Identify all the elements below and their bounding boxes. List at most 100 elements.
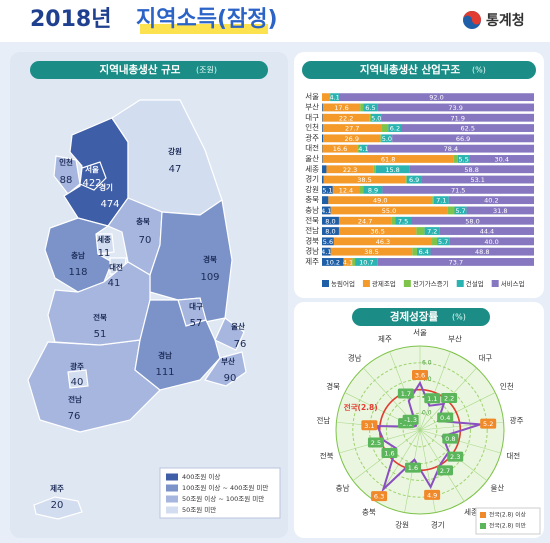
radar-category: 인천: [500, 381, 514, 391]
radar-value-label: 2.2: [444, 395, 454, 403]
radar-value-label: 1.6: [408, 464, 418, 472]
bar-segment: [447, 206, 455, 215]
region-value: 111: [155, 367, 174, 378]
bar-value-label: 58.8: [464, 166, 478, 174]
map-region: [134, 299, 221, 391]
bar-value-label: 71.9: [451, 114, 465, 122]
region-name: 경남: [158, 350, 172, 360]
bar-segment: [377, 258, 534, 266]
bar-value-label: 5.1: [322, 186, 332, 194]
bar-value-label: 17.6: [334, 104, 348, 112]
bar-segment: [449, 237, 534, 246]
radar-category: 전북: [320, 451, 334, 461]
bar-segment: [369, 113, 371, 122]
bar-value-label: 36.5: [370, 228, 384, 236]
legend-label: 400조원 이상: [182, 472, 220, 481]
bar-segment: [322, 175, 324, 184]
radar-spoke: [419, 429, 501, 454]
bar-category: 서울: [305, 92, 319, 101]
region-name: 대구: [189, 301, 203, 311]
bar-value-label: 31.8: [493, 207, 507, 215]
radar-value-label: 2.5: [371, 439, 381, 447]
bar-segment: [322, 113, 323, 122]
region-name: 부산: [221, 356, 235, 366]
bar-segment: [437, 237, 450, 246]
radar-legend-label: 전국(2.8) 이상: [489, 511, 527, 519]
radar-value-label: -1.3: [404, 416, 417, 424]
bar-segment: [333, 237, 433, 246]
bar-segment: [332, 185, 360, 194]
bar-value-label: 5.5: [459, 155, 469, 163]
bar-segment: [373, 165, 376, 174]
bar-segment: [322, 103, 361, 112]
radar-value-label: 1.1: [427, 395, 437, 403]
header-bar: [0, 0, 550, 42]
bar-value-label: 10.2: [326, 258, 340, 266]
radar-value-box: [381, 448, 398, 459]
radar-category: 경북: [326, 381, 340, 391]
bar-segment: [439, 227, 534, 235]
region-value: 20: [51, 500, 64, 511]
bar-segment: [322, 155, 454, 163]
bar-panel: [294, 52, 544, 298]
bar-segment: [367, 144, 534, 153]
radar-value-box: [436, 465, 453, 476]
radar-category: 울산: [491, 482, 505, 492]
bar-category: 경남: [305, 246, 319, 256]
bar-segment: [430, 247, 534, 256]
bar-segment: [322, 93, 330, 102]
bar-segment: [322, 185, 333, 194]
bar-value-label: 7.5: [398, 217, 408, 225]
region-name: 충남: [71, 250, 85, 260]
bar-category: 충북: [305, 195, 319, 204]
bar-value-label: 38.5: [357, 176, 371, 184]
bar-value-label: 71.5: [451, 186, 465, 194]
bar-value-label: 8.0: [325, 217, 335, 225]
bar-segment: [322, 258, 344, 266]
bar-value-label: 12.4: [339, 186, 353, 194]
bar-value-label: 26.9: [345, 135, 359, 143]
bar-segment: [416, 227, 425, 235]
bar-segment: [322, 227, 339, 235]
radar-spoke: [419, 392, 496, 431]
radar-legend-swatch: [480, 523, 486, 529]
bar-segment: [355, 258, 378, 266]
bar-legend-label: 서비스업: [501, 279, 525, 288]
bar-value-label: 7.1: [436, 197, 446, 205]
bar-segment: [322, 247, 331, 256]
bar-legend-label: 농림어업: [331, 279, 355, 288]
radar-category: 서울: [413, 328, 427, 337]
radar-ring: [402, 412, 438, 448]
bar-value-label: 46.3: [376, 238, 390, 246]
bar-value-label: 73.7: [449, 258, 463, 266]
radar-value-box: [424, 489, 441, 500]
region-value: 90: [224, 373, 237, 384]
radar-category: 부산: [448, 334, 462, 344]
region-value: 51: [94, 329, 107, 340]
radar-value-label: 1.7: [401, 390, 411, 398]
radar-legend-box: [475, 507, 541, 535]
bar-segment: [401, 124, 534, 132]
bar-value-label: 4.1: [358, 145, 368, 153]
region-name: 경기: [99, 182, 113, 192]
bar-value-label: 6.4: [419, 248, 429, 256]
bar-value-label: 44.4: [480, 228, 494, 236]
map-unit: (조원): [196, 66, 217, 75]
bar-segment: [322, 196, 329, 205]
bar-segment: [453, 155, 458, 163]
logo-mark-top: [463, 11, 481, 25]
bar-value-label: 92.0: [429, 94, 443, 102]
radar-category: 강원: [395, 519, 409, 529]
bar-segment: [381, 134, 393, 143]
bar-segment: [322, 216, 339, 225]
bar-segment: [375, 165, 410, 174]
radar-value-label: 5.2: [483, 420, 493, 428]
radar-spoke: [419, 351, 451, 431]
title-main: 지역소득(잠정): [136, 7, 278, 32]
bar-unit: (%): [472, 66, 486, 75]
bar-segment: [412, 247, 417, 256]
region-name: 강원: [168, 146, 182, 156]
bar-category: 경북: [305, 235, 319, 245]
map-region: [67, 369, 89, 389]
